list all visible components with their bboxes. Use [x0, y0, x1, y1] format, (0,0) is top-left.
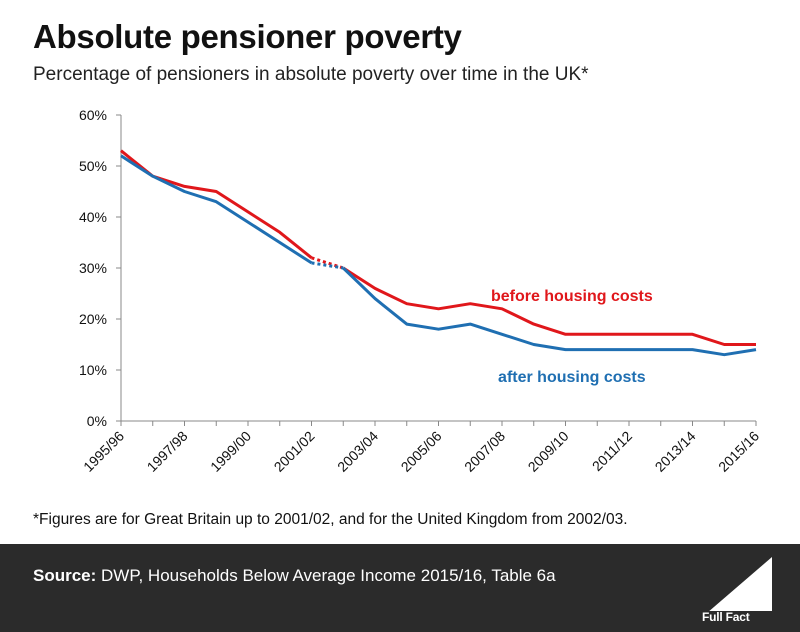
x-tick-label: 1997/98	[144, 428, 191, 475]
y-tick-label: 10%	[79, 362, 107, 378]
x-tick-label: 2013/14	[652, 428, 699, 475]
x-tick-label: 2015/16	[715, 428, 762, 475]
source-label: Source:	[33, 566, 97, 585]
chart-subtitle: Percentage of pensioners in absolute pov…	[33, 64, 589, 85]
y-tick-label: 60%	[79, 107, 107, 123]
series-label-1: after housing costs	[498, 369, 646, 386]
x-tick-label: 1995/96	[80, 428, 127, 475]
chart-lines	[120, 149, 757, 357]
series-line-0-uk	[342, 266, 756, 346]
x-tick-label: 2009/10	[525, 428, 572, 475]
x-tick-label: 2003/04	[334, 428, 381, 475]
chart-series-labels: before housing costs after housing costs	[491, 288, 653, 386]
x-tick-label: 2007/08	[461, 428, 508, 475]
full-fact-logo-icon	[700, 557, 772, 621]
chart-title: Absolute pensioner poverty	[33, 18, 462, 55]
y-tick-label: 0%	[87, 413, 107, 429]
y-tick-label: 40%	[79, 209, 107, 225]
series-line-1-gb	[120, 154, 313, 265]
series-label-0: before housing costs	[491, 288, 653, 305]
source-text: DWP, Households Below Average Income 201…	[96, 566, 556, 585]
line-chart: 0% 10% 20% 30% 40% 50% 60% 1995/96 1997/98 1999/0…	[79, 107, 762, 475]
series-line-1-uk	[342, 266, 757, 357]
x-tick-label: 2001/02	[271, 428, 318, 475]
x-tick-label: 1999/00	[207, 428, 254, 475]
series-break-1	[311, 261, 344, 270]
series-line-0-gb	[120, 149, 313, 259]
chart-footnote: *Figures are for Great Britain up to 200…	[33, 511, 628, 528]
x-tick-label: 2005/06	[398, 428, 445, 475]
chart-axes: 0% 10% 20% 30% 40% 50% 60% 1995/96 1997/98 1999/0…	[79, 107, 762, 475]
y-tick-label: 20%	[79, 311, 107, 327]
footer-bar: Source: DWP, Households Below Average In…	[0, 544, 800, 632]
full-fact-logo-text: Full Fact	[702, 610, 750, 624]
series-break-0	[311, 256, 344, 270]
y-tick-label: 50%	[79, 158, 107, 174]
source-line: Source: DWP, Households Below Average In…	[33, 566, 556, 586]
y-tick-label: 30%	[79, 260, 107, 276]
x-tick-label: 2011/12	[589, 428, 636, 475]
